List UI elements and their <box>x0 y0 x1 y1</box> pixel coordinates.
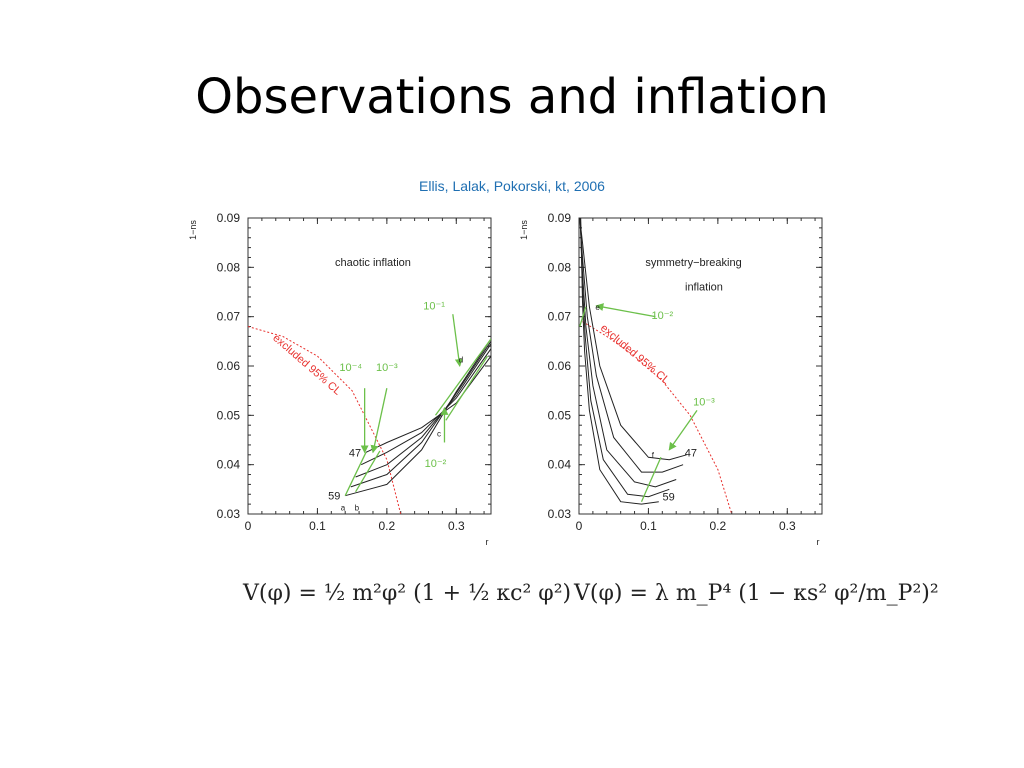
coupling-label: 10⁻³ <box>693 396 715 408</box>
series-line <box>579 218 677 488</box>
curve-annotation: f <box>652 451 655 460</box>
panel-symmetry-breaking: 0.03 0.04 0.05 0.06 0.07 0.08 0.09 0 0.1 0.2 0.3 r 1… <box>519 211 823 547</box>
coupling-label: 10⁻⁴ <box>339 362 362 374</box>
x-axis-label: r <box>486 537 489 547</box>
coupling-label: 10⁻² <box>651 310 673 322</box>
series-line <box>345 338 491 497</box>
coupling-arrow <box>370 388 388 454</box>
y-tick-label: 0.04 <box>217 458 241 472</box>
y-axis-label: 1−ns <box>519 220 529 240</box>
y-tick-label: 0.09 <box>548 211 572 225</box>
series-line <box>350 341 491 488</box>
y-tick-label: 0.05 <box>548 408 572 422</box>
curve-annotation: 47 <box>349 447 361 459</box>
curve-annotation: a <box>341 504 346 513</box>
curve-annotation: b <box>355 504 360 513</box>
slide-title: Observations and inflation <box>195 69 829 125</box>
citation: Ellis, Lalak, Pokorski, kt, 2006 <box>419 178 605 194</box>
panel-chaotic: 0.03 0.04 0.05 0.06 0.07 0.08 0.09 0 0.1 0.2 0.3 r 1… <box>188 211 492 547</box>
y-tick-label: 0.06 <box>548 359 572 373</box>
excluded-label: excluded 95% CL <box>598 322 672 387</box>
coupling-line <box>640 457 662 502</box>
series-line <box>360 348 491 466</box>
x-tick-label: 0.3 <box>779 519 796 533</box>
curve-annotation: 59 <box>328 491 340 503</box>
curve-annotation: 59 <box>663 492 675 504</box>
panel-title: inflation <box>685 282 723 294</box>
series-line <box>579 218 684 473</box>
panel-title: symmetry−breaking <box>645 257 741 269</box>
x-tick-label: 0.1 <box>640 519 657 533</box>
plot-area <box>579 218 733 514</box>
y-tick-label: 0.06 <box>217 359 241 373</box>
y-tick-label: 0.08 <box>217 260 241 274</box>
coupling-line <box>355 450 381 493</box>
y-tick-label: 0.04 <box>548 458 572 472</box>
panel-title: chaotic inflation <box>335 257 411 269</box>
y-tick-label: 0.05 <box>217 408 241 422</box>
coupling-label: 10⁻¹ <box>423 300 445 312</box>
coupling-line <box>434 338 491 416</box>
coupling-arrow <box>595 303 656 318</box>
x-tick-label: 0 <box>245 519 252 533</box>
coupling-label: 10⁻² <box>425 458 447 470</box>
excluded-boundary-line <box>248 326 402 514</box>
excluded-boundary-line <box>582 321 733 514</box>
plot-area <box>248 326 491 514</box>
coupling-line <box>445 355 489 421</box>
coupling-arrow <box>668 410 698 451</box>
equation-symmetry-breaking: V(φ) = λ m_P⁴ (1 − κs² φ²/m_P²)² <box>574 581 939 606</box>
curve-annotation: 47 <box>685 447 697 459</box>
y-tick-label: 0.08 <box>548 260 572 274</box>
series-line <box>355 343 491 478</box>
series-line <box>579 218 670 498</box>
curve-annotation: c <box>437 430 441 439</box>
coupling-line <box>579 306 587 327</box>
coupling-line <box>344 452 367 496</box>
x-tick-label: 0.2 <box>710 519 727 533</box>
x-tick-label: 0.3 <box>448 519 465 533</box>
y-tick-label: 0.09 <box>217 211 241 225</box>
y-axis-label: 1−ns <box>188 220 198 240</box>
series-line <box>579 218 687 461</box>
y-tick-label: 0.07 <box>548 310 572 324</box>
y-tick-label: 0.07 <box>217 310 241 324</box>
x-axis-label: r <box>817 537 820 547</box>
x-tick-label: 0.2 <box>379 519 396 533</box>
x-tick-label: 0.1 <box>309 519 326 533</box>
equation-chaotic: V(φ) = ½ m²φ² (1 + ½ κc² φ²) <box>243 581 572 606</box>
curve-annotation: e <box>595 303 600 312</box>
coupling-label: 10⁻³ <box>376 362 398 374</box>
coupling-arrow <box>452 314 463 367</box>
curve-annotation: d <box>459 356 463 365</box>
y-tick-label: 0.03 <box>548 507 572 521</box>
x-tick-label: 0 <box>576 519 583 533</box>
series-line <box>580 218 659 505</box>
y-tick-label: 0.03 <box>217 507 241 521</box>
excluded-label: excluded 95% CL <box>270 332 343 398</box>
